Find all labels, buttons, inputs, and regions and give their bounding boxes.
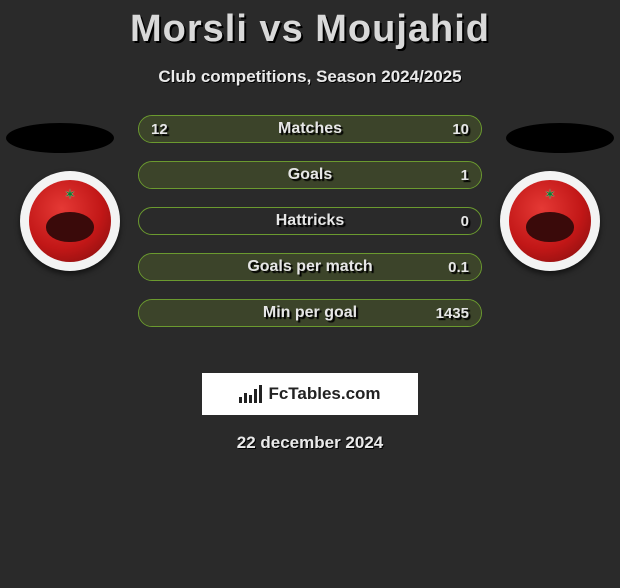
club-badge-left: ✶	[20, 171, 120, 271]
player-shadow-right	[506, 123, 614, 153]
stat-label: Hattricks	[139, 208, 481, 234]
stat-row-goals-per-match: Goals per match 0.1	[138, 253, 482, 281]
stat-label: Goals per match	[139, 254, 481, 280]
player-shadow-left	[6, 123, 114, 153]
stat-row-goals: Goals 1	[138, 161, 482, 189]
stat-row-min-per-goal: Min per goal 1435	[138, 299, 482, 327]
stat-value-right: 0.1	[448, 254, 469, 280]
date-label: 22 december 2024	[0, 433, 620, 453]
stat-value-right: 10	[452, 116, 469, 142]
watermark-text: FcTables.com	[268, 384, 380, 404]
page-title: Morsli vs Moujahid	[0, 8, 620, 51]
subtitle: Club competitions, Season 2024/2025	[0, 67, 620, 87]
stat-row-hattricks: Hattricks 0	[138, 207, 482, 235]
watermark: FcTables.com	[202, 373, 418, 415]
stat-row-matches: 12 Matches 10	[138, 115, 482, 143]
stat-value-right: 1435	[436, 300, 469, 326]
stat-label: Min per goal	[139, 300, 481, 326]
club-badge-right: ✶	[500, 171, 600, 271]
stat-value-right: 0	[461, 208, 469, 234]
comparison-stage: ✶ ✶ 12 Matches 10 Goals 1 Hattri	[0, 107, 620, 367]
stat-label: Goals	[139, 162, 481, 188]
stat-label: Matches	[139, 116, 481, 142]
chart-icon	[239, 385, 262, 403]
stat-value-right: 1	[461, 162, 469, 188]
stat-bars: 12 Matches 10 Goals 1 Hattricks 0 Goals …	[138, 115, 482, 345]
